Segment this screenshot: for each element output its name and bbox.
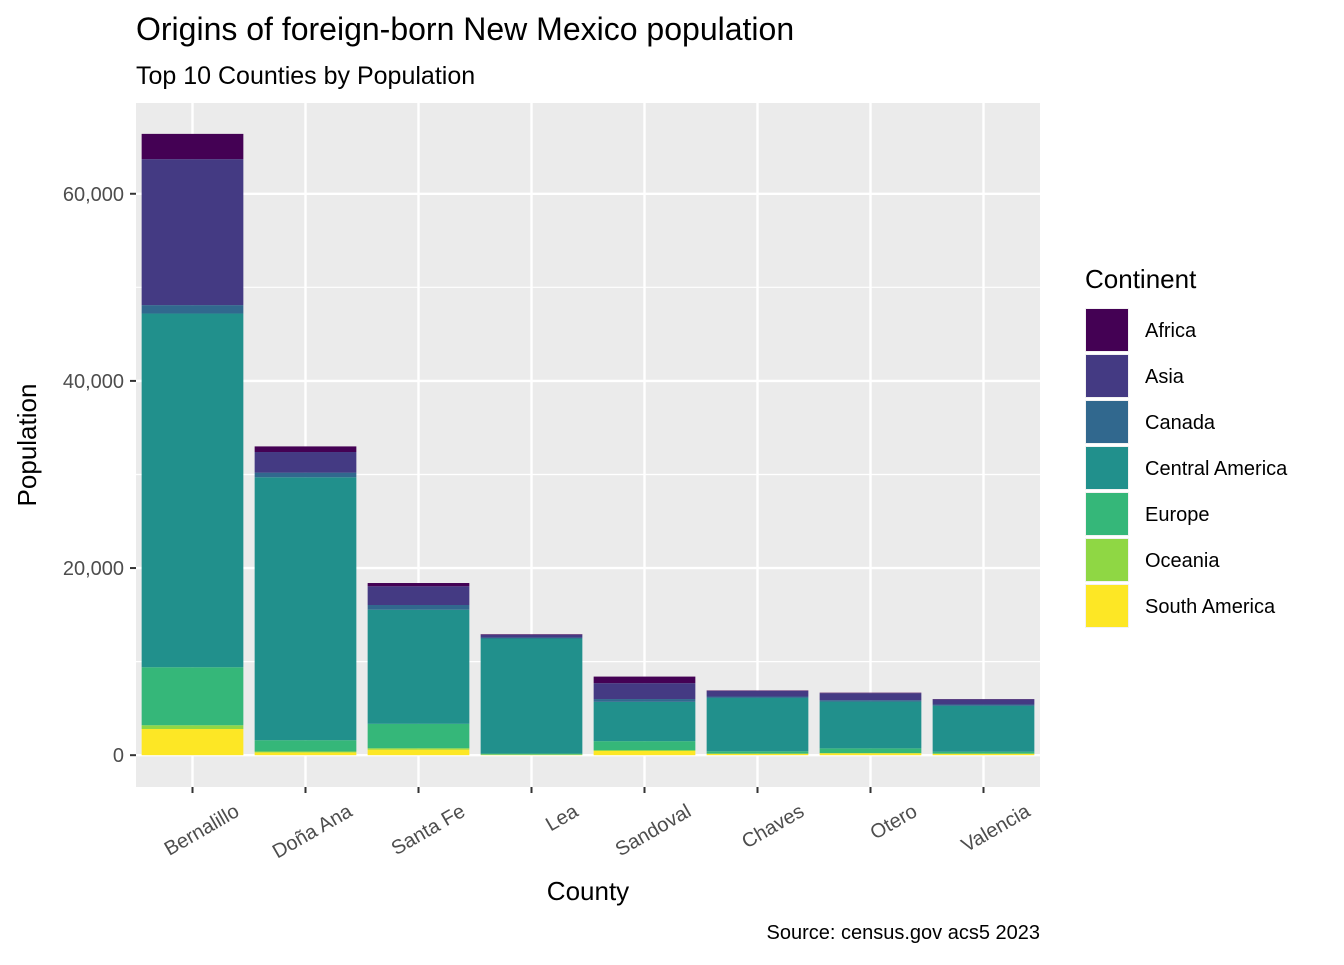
legend-label: Canada (1145, 412, 1216, 434)
x-tick-label: Sandoval (612, 800, 695, 861)
x-tick-label: Valencia (958, 800, 1035, 857)
legend-label: Oceania (1145, 550, 1220, 572)
bar-segment (142, 725, 244, 729)
legend-swatch (1086, 309, 1128, 351)
bar-segment (368, 586, 470, 605)
legend-swatch (1086, 585, 1128, 627)
chart-subtitle: Top 10 Counties by Population (136, 62, 475, 90)
bar-segment (142, 314, 244, 668)
bar-segment (820, 748, 922, 753)
bar-segment (142, 729, 244, 755)
bar-segment (594, 699, 696, 702)
bar-segment (255, 477, 357, 740)
y-tick-label: 40,000 (63, 371, 124, 393)
bar-segment (481, 754, 583, 755)
bar-segment (255, 752, 357, 755)
x-axis: Bernalillo Doña Ana Santa Fe Lea Sandoval Cha… (161, 787, 1035, 863)
y-tick-label: 0 (113, 745, 124, 767)
bar-segment (481, 638, 583, 639)
y-axis-title: Population (12, 384, 42, 507)
bar-segment (820, 702, 922, 749)
bar-segment (707, 754, 809, 755)
chart-caption: Source: census.gov acs5 2023 (766, 922, 1040, 944)
bar-segment (255, 751, 357, 752)
bar-segment (142, 305, 244, 313)
bar-segment (933, 706, 1035, 752)
x-tick-label: Doña Ana (269, 800, 357, 863)
bar-segment (368, 583, 470, 586)
bar-segment (594, 741, 696, 750)
bar-segment (820, 700, 922, 701)
bar-segment (142, 134, 244, 159)
bar-segment (933, 752, 1035, 754)
bar-segment (594, 750, 696, 751)
bar-segment (368, 724, 470, 748)
bar-segment (481, 639, 583, 754)
x-tick-label: Bernalillo (161, 800, 243, 860)
legend-label: Asia (1145, 366, 1185, 388)
legend-label: Europe (1145, 504, 1210, 526)
bar-segment (255, 452, 357, 473)
bar-segment (594, 751, 696, 755)
bar-segment (481, 634, 583, 635)
legend-label: South America (1145, 596, 1276, 618)
bar-segment (142, 159, 244, 305)
bar-segment (368, 610, 470, 724)
bar-segment (255, 446, 357, 452)
bar-segment (594, 677, 696, 684)
legend-label: Africa (1145, 320, 1197, 342)
bar-segment (707, 751, 809, 753)
bar-segment (594, 683, 696, 699)
legend-title: Continent (1085, 264, 1197, 294)
legend-swatch (1086, 539, 1128, 581)
y-axis: 0 20,000 40,000 60,000 (63, 184, 136, 767)
x-axis-title: County (547, 876, 629, 906)
y-tick-label: 60,000 (63, 184, 124, 206)
bar-segment (594, 702, 696, 741)
legend-label: Central America (1145, 458, 1288, 480)
bar-segment (142, 667, 244, 725)
bar-segment (707, 691, 809, 697)
legend: Africa Asia Canada Central America Europe Oce… (1085, 308, 1288, 628)
legend-swatch (1086, 401, 1128, 443)
bar-segment (820, 693, 922, 700)
bar-segment (933, 699, 1035, 704)
x-tick-label: Otero (867, 800, 921, 844)
x-tick-label: Lea (542, 800, 583, 836)
legend-swatch (1086, 447, 1128, 489)
chart-title: Origins of foreign-born New Mexico popul… (136, 11, 794, 47)
bar-segment (707, 698, 809, 751)
bar-segment (481, 635, 583, 638)
x-tick-label: Santa Fe (388, 800, 469, 860)
legend-swatch (1086, 493, 1128, 535)
bar-segment (255, 473, 357, 478)
bar-segment (933, 754, 1035, 755)
bar-segment (933, 704, 1035, 705)
x-tick-label: Chaves (738, 800, 808, 853)
bar-segment (368, 748, 470, 749)
bar-segment (368, 750, 470, 756)
bar-segment (820, 753, 922, 755)
bar-segment (707, 697, 809, 698)
bar-segment (368, 605, 470, 610)
bar-segment (255, 740, 357, 751)
legend-swatch (1086, 355, 1128, 397)
y-tick-label: 20,000 (63, 558, 124, 580)
